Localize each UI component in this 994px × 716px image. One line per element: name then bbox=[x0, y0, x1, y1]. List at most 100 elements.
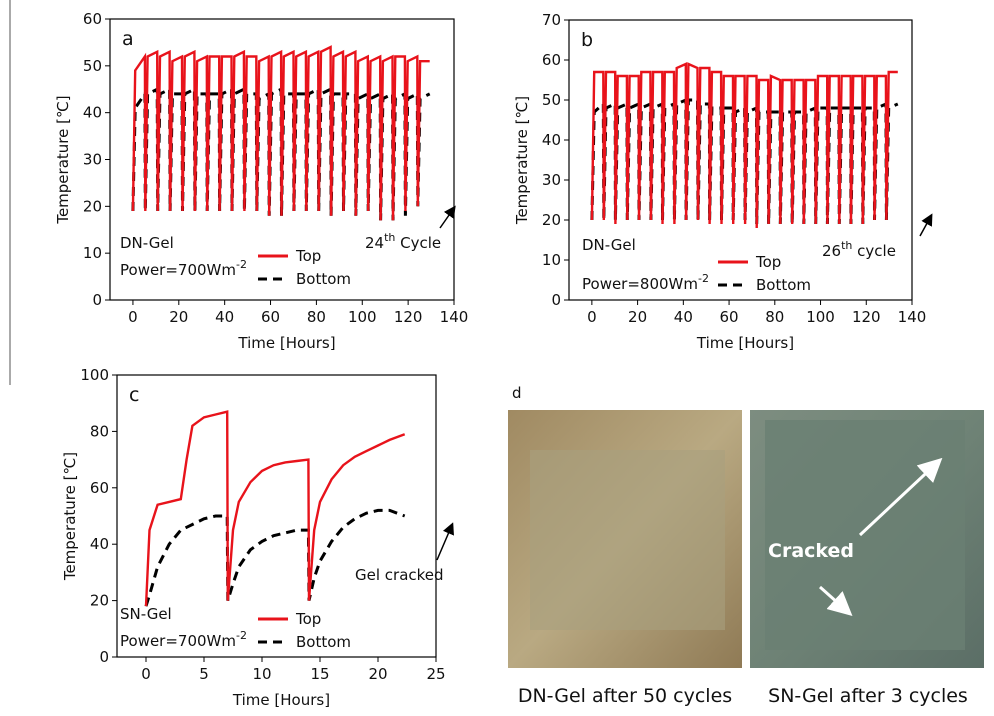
x-tick-label: 40 bbox=[674, 308, 693, 326]
annotation-text: Power=700Wm bbox=[120, 261, 236, 279]
x-tick-label: 120 bbox=[852, 308, 881, 326]
y-tick-label: 20 bbox=[83, 197, 102, 215]
y-tick-label: 50 bbox=[83, 57, 102, 75]
photo-caption: SN-Gel after 3 cycles bbox=[768, 685, 968, 707]
series-line bbox=[131, 45, 430, 221]
panel-label: a bbox=[122, 28, 134, 50]
annotation: DN-Gel bbox=[120, 234, 174, 252]
annotation-sup: th bbox=[384, 231, 395, 244]
annotation: SN-Gel bbox=[120, 605, 172, 623]
plot-frame bbox=[116, 374, 437, 658]
x-tick-label: 80 bbox=[765, 308, 784, 326]
annotation-sup: -2 bbox=[698, 272, 709, 285]
annotation: Power=800Wm-2 bbox=[582, 272, 709, 293]
x-tick-label: 0 bbox=[141, 665, 151, 683]
x-tick-label: 10 bbox=[252, 665, 271, 683]
legend-label: Bottom bbox=[296, 633, 351, 651]
x-tick-label: 25 bbox=[426, 665, 445, 683]
x-tick-label: 80 bbox=[307, 308, 326, 326]
x-axis-label: Time [Hours] bbox=[696, 334, 794, 352]
y-tick-label: 0 bbox=[99, 648, 109, 666]
arrow bbox=[439, 205, 456, 229]
x-tick-label: 60 bbox=[720, 308, 739, 326]
y-tick-label: 100 bbox=[80, 366, 109, 384]
arrow bbox=[858, 457, 943, 537]
x-axis-label: Time [Hours] bbox=[232, 691, 330, 709]
legend-label: Top bbox=[755, 253, 781, 271]
annotation: 26th cycle bbox=[822, 239, 896, 260]
x-tick-label: 15 bbox=[310, 665, 329, 683]
panel-label: c bbox=[129, 384, 139, 406]
y-tick-label: 40 bbox=[90, 535, 109, 553]
series-line bbox=[144, 410, 406, 607]
annotation: Power=700Wm-2 bbox=[120, 629, 247, 650]
x-tick-label: 20 bbox=[368, 665, 387, 683]
annotation-text: 26 bbox=[822, 242, 841, 260]
photo-annotation: Cracked bbox=[768, 540, 854, 562]
y-tick-label: 10 bbox=[83, 244, 102, 262]
arrow bbox=[919, 213, 933, 237]
photo-caption: DN-Gel after 50 cycles bbox=[518, 685, 732, 707]
annotation-text: Power=800Wm bbox=[582, 275, 698, 293]
x-tick-label: 100 bbox=[348, 308, 377, 326]
annotation-text: Power=700Wm bbox=[120, 632, 236, 650]
plot-frame bbox=[568, 19, 913, 301]
y-tick-label: 60 bbox=[83, 10, 102, 28]
annotation-sup: th bbox=[841, 239, 852, 252]
annotation-text: Cycle bbox=[395, 234, 441, 252]
x-tick-label: 0 bbox=[128, 308, 138, 326]
y-axis-label: Temperature [℃] bbox=[61, 452, 79, 581]
y-tick-label: 20 bbox=[90, 592, 109, 610]
legend-label: Top bbox=[295, 247, 321, 265]
panel-label: d bbox=[512, 384, 522, 402]
y-axis-label: Temperature [℃] bbox=[54, 95, 72, 224]
annotation-text: 24 bbox=[365, 234, 384, 252]
annotation: 24th Cycle bbox=[365, 231, 441, 252]
y-tick-label: 60 bbox=[90, 479, 109, 497]
y-tick-label: 80 bbox=[90, 422, 109, 440]
y-tick-label: 0 bbox=[92, 291, 102, 309]
legend-label: Bottom bbox=[296, 270, 351, 288]
x-tick-label: 100 bbox=[806, 308, 835, 326]
annotation-text: DN-Gel bbox=[120, 234, 174, 252]
annotation-sup: -2 bbox=[236, 258, 247, 271]
x-axis-label: Time [Hours] bbox=[237, 334, 335, 352]
y-tick-label: 40 bbox=[542, 131, 561, 149]
annotation-text: SN-Gel bbox=[120, 605, 172, 623]
y-tick-label: 30 bbox=[83, 151, 102, 169]
y-tick-label: 70 bbox=[542, 11, 561, 29]
annotation-text: DN-Gel bbox=[582, 236, 636, 254]
annotation: Gel cracked bbox=[355, 566, 444, 584]
annotation: DN-Gel bbox=[582, 236, 636, 254]
legend-label: Top bbox=[295, 610, 321, 628]
annotation: Power=700Wm-2 bbox=[120, 258, 247, 279]
x-tick-label: 5 bbox=[199, 665, 209, 683]
annotation-text: cycle bbox=[852, 242, 896, 260]
x-tick-label: 120 bbox=[394, 308, 423, 326]
x-tick-label: 140 bbox=[440, 308, 469, 326]
x-tick-label: 20 bbox=[169, 308, 188, 326]
panel-label: b bbox=[581, 29, 593, 51]
y-tick-label: 30 bbox=[542, 171, 561, 189]
y-tick-label: 40 bbox=[83, 104, 102, 122]
y-tick-label: 60 bbox=[542, 51, 561, 69]
y-tick-label: 50 bbox=[542, 91, 561, 109]
series-line bbox=[144, 508, 406, 607]
y-tick-label: 10 bbox=[542, 251, 561, 269]
series-line bbox=[590, 62, 898, 229]
legend-label: Bottom bbox=[756, 276, 811, 294]
photo-panel: d Cracked DN-Gel after 50 cycles SN-Gel … bbox=[508, 384, 984, 707]
x-tick-label: 0 bbox=[587, 308, 597, 326]
x-tick-label: 20 bbox=[628, 308, 647, 326]
x-tick-label: 60 bbox=[261, 308, 280, 326]
gel-square bbox=[765, 420, 965, 650]
x-tick-label: 40 bbox=[215, 308, 234, 326]
annotation-text: Gel cracked bbox=[355, 566, 444, 584]
y-tick-label: 20 bbox=[542, 211, 561, 229]
annotation-sup: -2 bbox=[236, 629, 247, 642]
arrow bbox=[819, 585, 853, 616]
gel-square bbox=[530, 450, 725, 630]
y-axis-label: Temperature [℃] bbox=[513, 96, 531, 225]
y-tick-label: 0 bbox=[551, 291, 561, 309]
